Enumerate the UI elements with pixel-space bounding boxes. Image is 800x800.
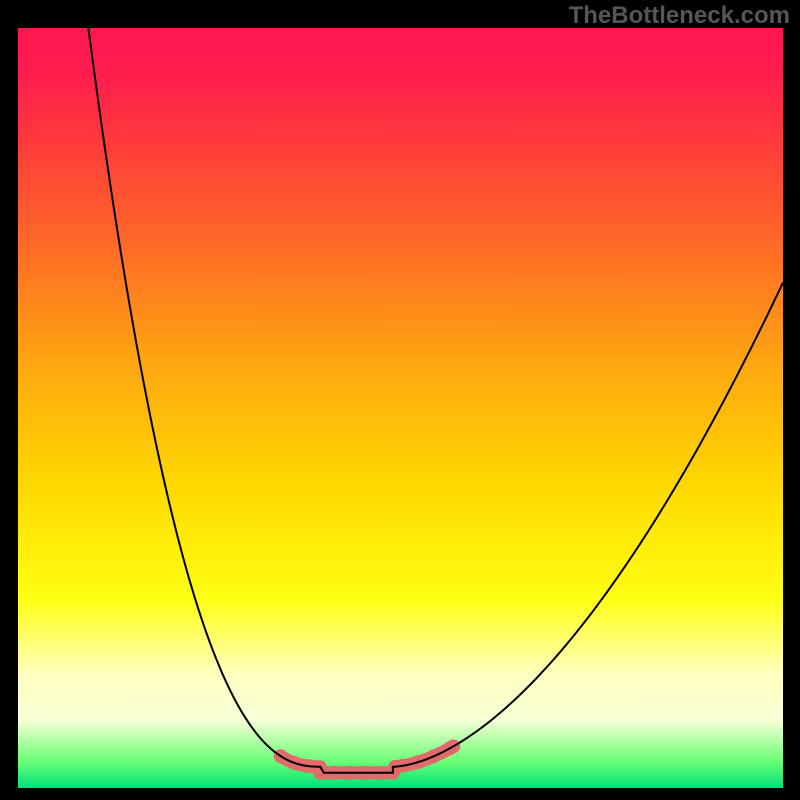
chart-frame: TheBottleneck.com — [0, 0, 800, 800]
plot-background — [18, 28, 783, 788]
bottleneck-plot — [18, 28, 783, 788]
watermark-text: TheBottleneck.com — [569, 2, 790, 30]
